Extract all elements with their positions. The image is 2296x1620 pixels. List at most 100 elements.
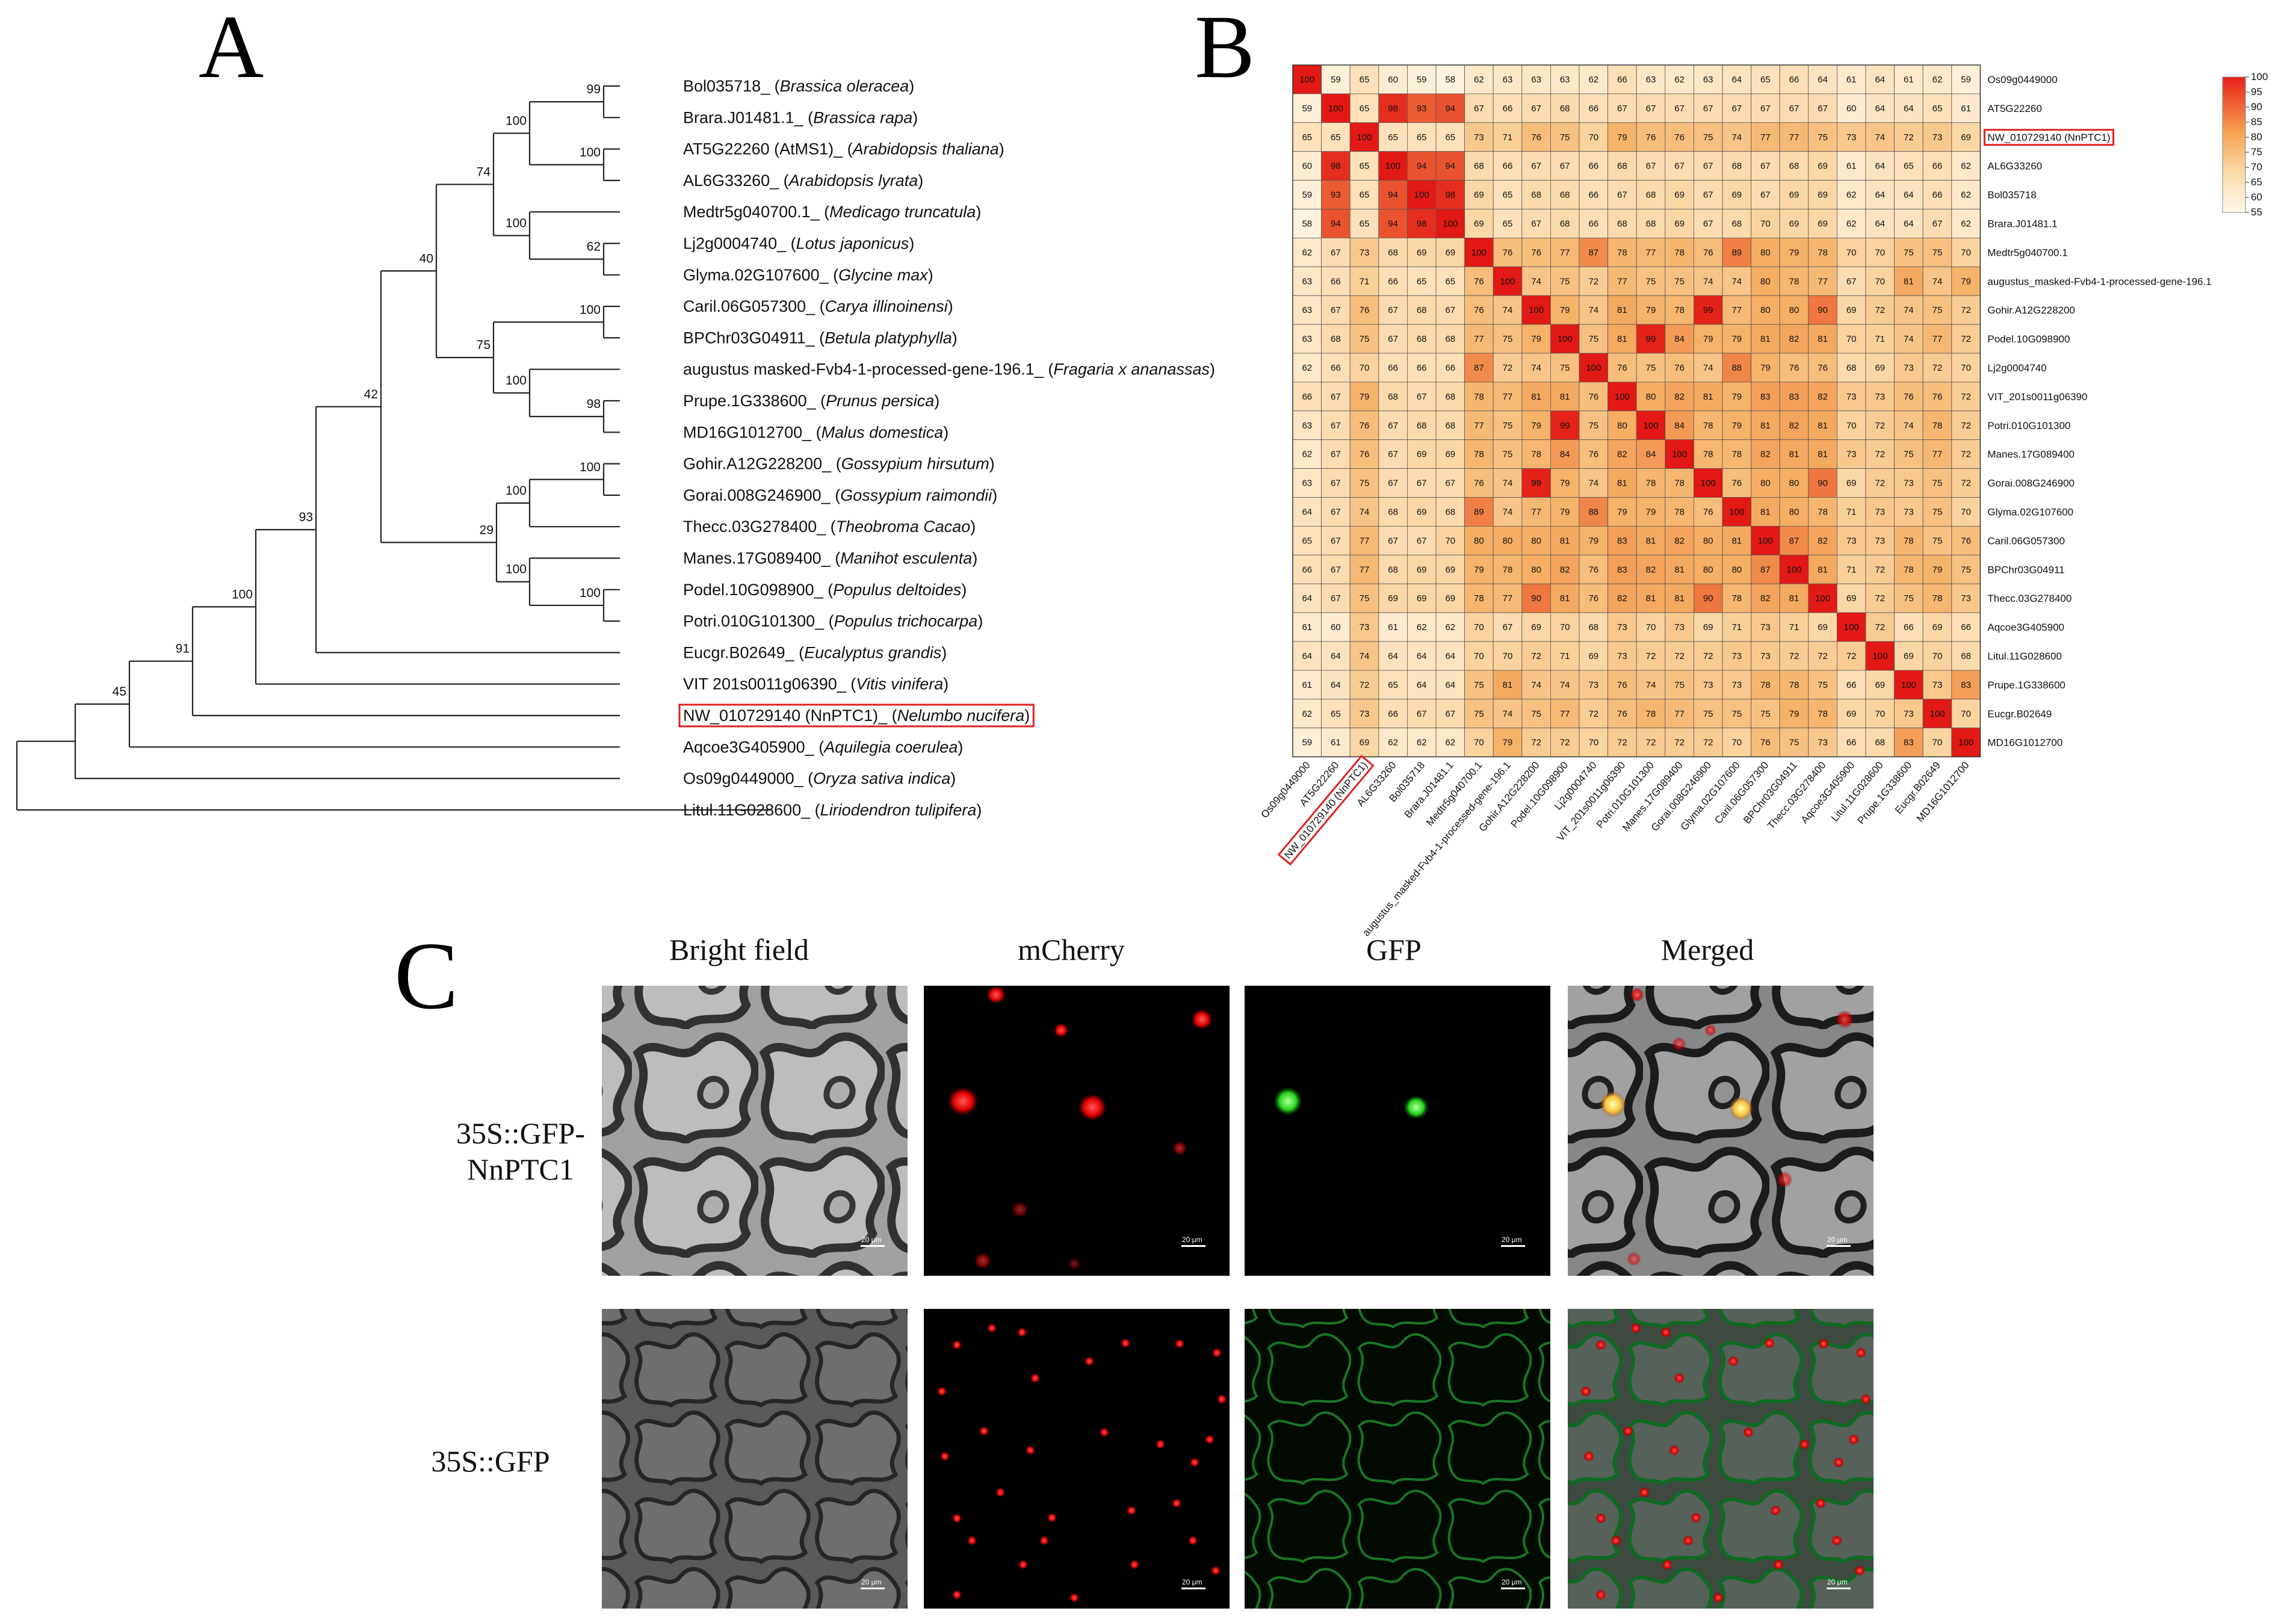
heatmap-cell-value: 79 — [1617, 507, 1627, 517]
heatmap-cell-value: 78 — [1503, 564, 1513, 575]
scale-label-r1-gfp: 20 μm — [1502, 1235, 1522, 1244]
heatmap-cell — [1321, 670, 1351, 700]
heatmap-cell-value: 65 — [1503, 218, 1513, 229]
heatmap-cell-value: 82 — [1760, 593, 1771, 604]
heatmap-cell-value: 74 — [1531, 363, 1541, 373]
tree-tip-label: Prupe.1G338600_ (Prunus persica) — [683, 392, 939, 410]
heatmap-cell — [1836, 439, 1866, 469]
heatmap-cell-value: 65 — [1388, 132, 1398, 143]
row-label-gfp-nnptc1-line1: 35S::GFP- — [456, 1116, 585, 1150]
heatmap-cell-value: 99 — [1646, 334, 1656, 344]
heatmap-cell-value: 74 — [1731, 276, 1742, 286]
heatmap-cell — [1693, 554, 1723, 584]
heatmap-cell-value: 67 — [1731, 104, 1742, 114]
heatmap-cell-value: 74 — [1531, 680, 1541, 690]
heatmap-cell-value: 65 — [1360, 190, 1370, 200]
heatmap-cell-value: 67 — [1388, 478, 1398, 489]
heatmap-cell-value: 72 — [1531, 738, 1541, 748]
row-label-gfp-control: 35S::GFP — [431, 1444, 549, 1478]
mcherry-nucleus — [995, 1488, 1005, 1497]
heatmap-cell — [1349, 439, 1379, 469]
heatmap-cell — [1521, 180, 1551, 209]
heatmap-cell-value: 76 — [1932, 392, 1943, 402]
heatmap-cell — [1636, 64, 1666, 94]
heatmap-cell — [1608, 64, 1637, 94]
heatmap-row-label: Lj2g0004740 — [1987, 362, 2046, 374]
heatmap-cell-value: 79 — [1531, 334, 1541, 344]
heatmap-cells: 100 59 65 60 59 58 62 63 63 63 62 66 63 62 63 64 65 66 64 6… — [1292, 64, 1981, 758]
heatmap-cell-value: 75 — [1760, 709, 1771, 719]
bootstrap-value: 100 — [506, 484, 527, 498]
heatmap-cell-value: 72 — [1875, 421, 1885, 431]
heatmap-cell — [1550, 295, 1580, 325]
heatmap-cell — [1865, 526, 1895, 555]
heatmap-cell-value: 76 — [1360, 305, 1370, 315]
heatmap-cell-value: 65 — [1417, 132, 1427, 143]
bootstrap-value: 40 — [419, 252, 433, 265]
heatmap-cell — [1406, 295, 1437, 325]
heatmap-cell — [1751, 439, 1780, 469]
heatmap-cell-value: 78 — [1760, 680, 1771, 690]
merged-nucleus — [1855, 1347, 1866, 1358]
heatmap-cell-value: 77 — [1531, 507, 1541, 517]
heatmap-cell-value: 76 — [1531, 132, 1541, 143]
heatmap-cell — [1608, 122, 1637, 152]
heatmap-cell-value: 79 — [1932, 564, 1943, 575]
heatmap-cell-value: 67 — [1703, 161, 1713, 172]
heatmap-cell — [1922, 641, 1952, 671]
heatmap-cell — [1693, 64, 1723, 94]
heatmap-cell — [1636, 122, 1666, 152]
heatmap-cell-value: 69 — [1417, 593, 1427, 604]
heatmap-cell-value: 72 — [1703, 651, 1713, 661]
heatmap-cell-value: 68 — [1445, 334, 1455, 344]
image-r1-mcherry: 20 μm — [924, 986, 1230, 1276]
heatmap-cell-value: 78 — [1474, 593, 1484, 604]
heatmap-cell-value: 76 — [1760, 738, 1771, 748]
heatmap-cell-value: 77 — [1503, 392, 1513, 402]
heatmap-cell — [1865, 237, 1895, 267]
heatmap-cell-value: 70 — [1932, 651, 1943, 661]
heatmap-cell — [1464, 353, 1494, 383]
heatmap-cell — [1808, 353, 1837, 383]
tree-branches — [16, 85, 770, 811]
heatmap-cell — [1435, 497, 1465, 527]
heatmap-cell — [1693, 237, 1723, 267]
heatmap-cell-value: 64 — [1445, 680, 1455, 690]
heatmap-cell-value: 79 — [1731, 421, 1742, 431]
heatmap-cell — [1406, 122, 1437, 152]
heatmap-cell-value: 68 — [1560, 218, 1570, 229]
heatmap-cell — [1722, 93, 1751, 123]
heatmap-cell — [1722, 180, 1751, 209]
heatmap-cell — [1579, 439, 1608, 469]
merged-nucleus — [1815, 1498, 1826, 1509]
heatmap-cell-value: 65 — [1331, 709, 1341, 719]
heatmap-cell-value: 70 — [1961, 247, 1971, 258]
heatmap-cell — [1579, 382, 1608, 412]
mcherry-nucleus — [1217, 1394, 1227, 1404]
heatmap-cell-value: 81 — [1617, 334, 1627, 344]
heatmap-cell — [1779, 526, 1809, 555]
heatmap-cell-value: 74 — [1703, 276, 1713, 286]
heatmap-cell — [1636, 237, 1666, 267]
heatmap-cell — [1349, 641, 1379, 671]
heatmap-cell-value: 69 — [1531, 622, 1541, 632]
heatmap-cell — [1951, 151, 1981, 181]
heatmap-cell-value: 75 — [1360, 593, 1370, 604]
heatmap-cell-value: 73 — [1360, 709, 1370, 719]
heatmap-cell-value: 75 — [1360, 478, 1370, 489]
tree-tip-label: augustus masked-Fvb4-1-processed-gene-19… — [683, 360, 1215, 379]
heatmap-row-label: Glyma.02G107600 — [1987, 506, 2073, 518]
heatmap-cell-value: 75 — [1818, 132, 1828, 143]
heatmap-cell-value: 73 — [1760, 651, 1771, 661]
heatmap-cell-value: 79 — [1531, 421, 1541, 431]
heatmap-cell — [1665, 353, 1694, 383]
tree-tip-label: Manes.17G089400_ (Manihot esculenta) — [683, 549, 977, 567]
heatmap-cell-value: 94 — [1445, 104, 1455, 114]
tree-tip-label: Litul.11G028600_ (Liriodendron tulipifer… — [683, 801, 982, 819]
heatmap-cell — [1665, 410, 1694, 441]
heatmap-cell — [1636, 670, 1666, 700]
heatmap-cell-value: 67 — [1674, 161, 1685, 172]
heatmap-cell-value: 80 — [1531, 564, 1541, 575]
mcherry-nucleus — [1100, 1427, 1109, 1437]
